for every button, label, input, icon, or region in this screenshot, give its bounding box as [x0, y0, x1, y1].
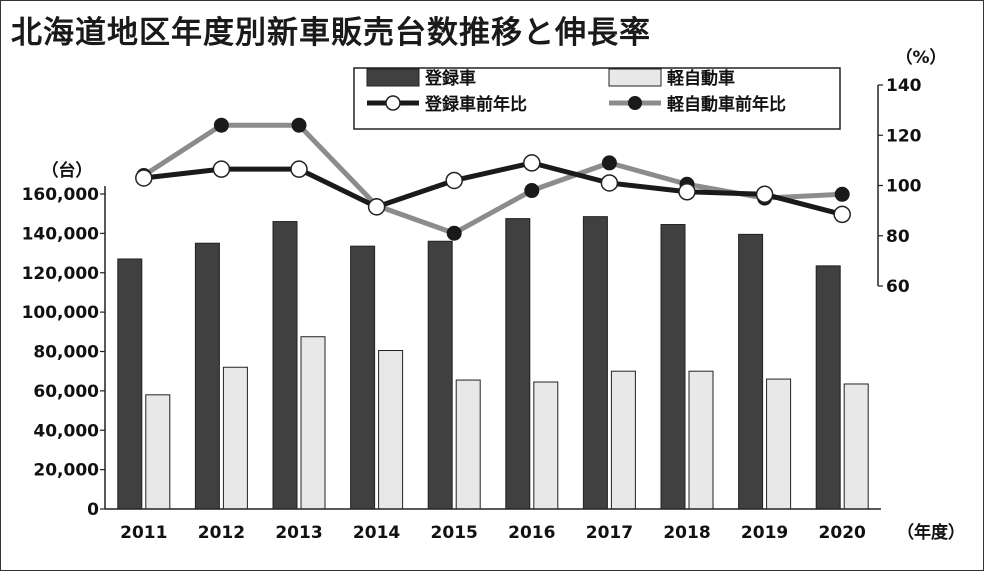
chart-title: 北海道地区年度別新車販売台数推移と伸長率: [11, 15, 651, 51]
y-right-tick-label: 60: [886, 277, 910, 297]
bar-kei-2015: [455, 379, 481, 510]
point-kei-yoy: [213, 117, 229, 133]
bar-kei-2014: [378, 350, 404, 510]
y-left-tick-label: 100,000: [22, 303, 100, 323]
point-registered-yoy: [523, 154, 541, 172]
legend-swatch: [608, 68, 662, 87]
x-tick-label: 2020: [819, 523, 866, 543]
point-kei-yoy: [291, 117, 307, 133]
bar-registered-2013: [272, 221, 298, 510]
x-tick-label: 2017: [586, 523, 633, 543]
bar-registered-2018: [660, 224, 686, 510]
point-registered-yoy: [290, 160, 308, 178]
point-registered-yoy: [367, 198, 386, 216]
y-right-tick-label: 140: [886, 76, 922, 96]
axes-group: 0 20,000 40,000 60,000 80,000 100,000 120,000 1…: [22, 47, 965, 543]
bar-registered-2016: [505, 218, 531, 510]
point-kei-yoy: [601, 155, 617, 171]
x-tick-label: 2012: [198, 523, 245, 543]
y-left-tick-label: 120,000: [22, 264, 100, 284]
y-left-tick-label: 60,000: [33, 382, 99, 402]
bar-kei-2011: [145, 394, 171, 510]
point-registered-yoy: [212, 160, 231, 178]
x-unit: （年度）: [897, 522, 965, 543]
bar-group: [117, 216, 869, 510]
y-left-tick-label: 160,000: [22, 185, 100, 205]
y-left-tick-label: 80,000: [33, 343, 99, 363]
bar-registered-2019: [738, 233, 764, 510]
y-left-tick-label: 20,000: [33, 461, 99, 481]
point-kei-yoy: [834, 186, 850, 202]
legend-label: 登録車前年比: [424, 94, 527, 115]
point-registered-yoy: [445, 171, 463, 190]
x-tick-label: 2018: [663, 523, 710, 543]
y-left-unit: （台）: [42, 160, 93, 181]
y-right-tick-label: 100: [886, 177, 922, 197]
point-kei-yoy: [524, 183, 540, 199]
line-registered-yoy: [143, 160, 843, 217]
bar-registered-2012: [194, 242, 220, 510]
line-kei-yoy: [142, 122, 843, 236]
y-left-tick-label: 0: [87, 500, 99, 520]
legend-label: 登録車: [424, 68, 476, 89]
bar-registered-2011: [117, 258, 143, 510]
point-registered-yoy: [755, 185, 774, 204]
point-registered-yoy: [833, 205, 851, 224]
bar-kei-2020: [843, 383, 869, 510]
legend-swatch: [366, 68, 420, 87]
x-tick-label: 2016: [508, 523, 555, 543]
y-right-tick-label: 120: [886, 126, 922, 146]
bar-kei-2018: [688, 370, 714, 510]
bar-registered-2015: [427, 240, 453, 510]
legend-box: [353, 67, 841, 130]
point-registered-yoy: [600, 174, 619, 192]
bar-kei-2012: [222, 366, 248, 510]
point-registered-yoy: [678, 183, 696, 201]
bar-registered-2014: [350, 245, 376, 510]
bar-registered-2020: [815, 265, 841, 510]
x-tick-label: 2015: [431, 523, 478, 543]
point-kei-yoy: [446, 225, 462, 241]
bar-kei-2013: [300, 336, 326, 510]
legend-label: 軽自動車: [667, 68, 735, 89]
x-tick-label: 2019: [741, 523, 788, 543]
bar-registered-2017: [582, 216, 608, 510]
y-right-unit: （%）: [895, 47, 946, 68]
bar-kei-2019: [766, 378, 792, 510]
x-tick-label: 2013: [275, 523, 322, 543]
y-right-tick-label: 80: [886, 227, 910, 247]
legend-marker: [628, 96, 642, 110]
legend-label: 軽自動車前年比: [667, 94, 786, 115]
bar-kei-2016: [533, 381, 559, 510]
y-left-tick-label: 40,000: [33, 421, 99, 441]
x-tick-label: 2011: [120, 523, 167, 543]
legend-marker: [385, 95, 401, 111]
line-group: [135, 117, 851, 241]
x-tick-label: 2014: [353, 523, 400, 543]
bar-kei-2017: [610, 370, 636, 510]
y-left-tick-label: 140,000: [22, 224, 100, 244]
point-registered-yoy: [135, 169, 153, 187]
